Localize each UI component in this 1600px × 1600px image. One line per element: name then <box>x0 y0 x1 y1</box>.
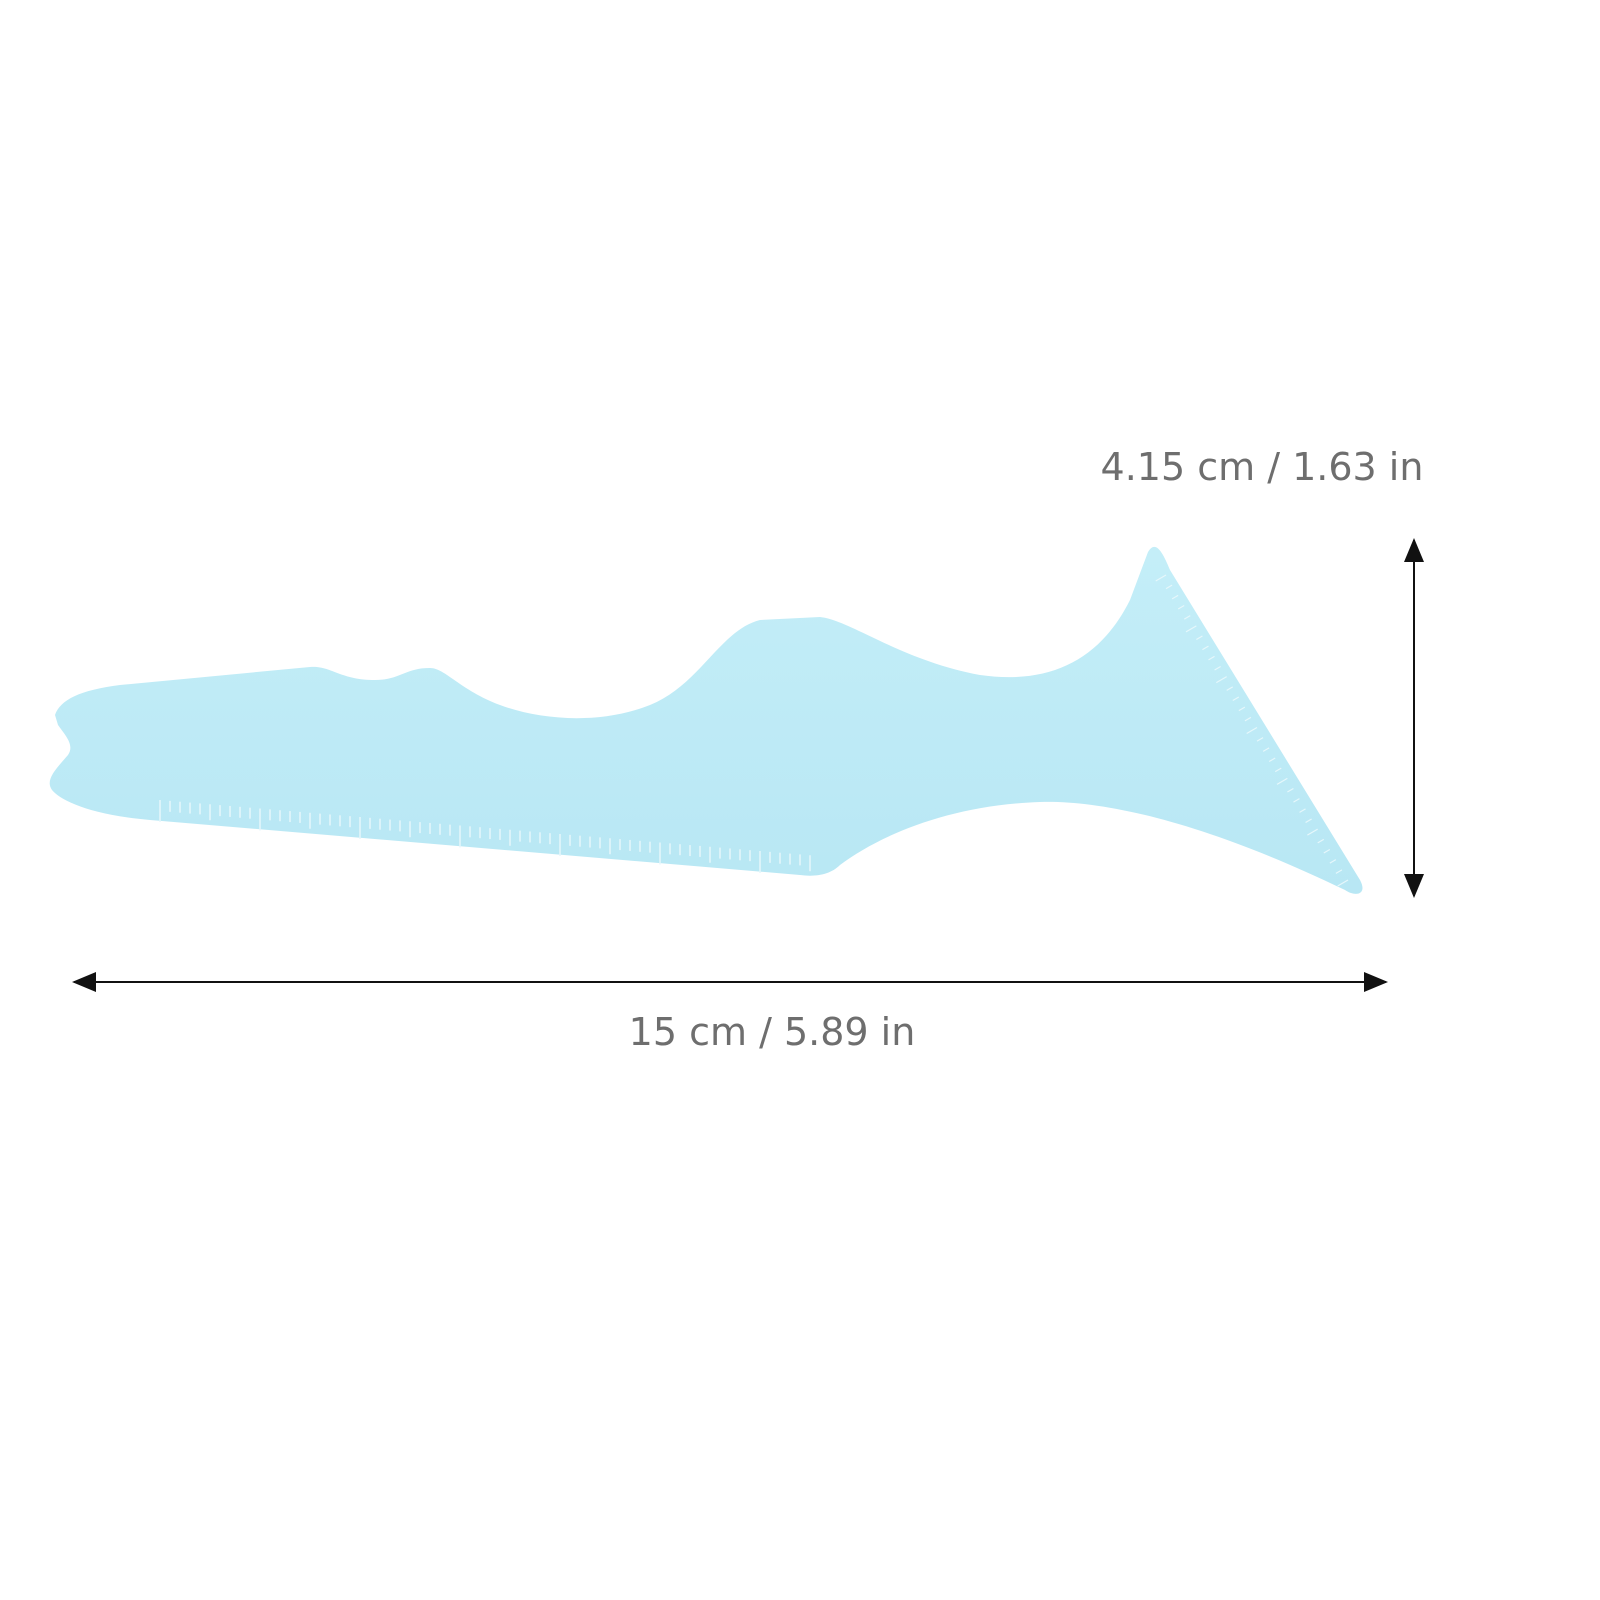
ruler-ticks <box>159 800 811 873</box>
ruler-tick <box>1299 808 1306 813</box>
ruler-tick <box>1155 574 1167 582</box>
width-label: 15 cm / 5.89 in <box>628 1010 916 1054</box>
ruler-tick <box>1323 848 1331 854</box>
height-label: 4.15 cm / 1.63 in <box>1100 445 1424 489</box>
ruler-tick <box>1274 767 1282 773</box>
ruler-tick <box>1183 615 1191 620</box>
ruler-tick <box>1196 635 1203 641</box>
ruler-tick <box>1329 859 1337 864</box>
ruler-tick <box>1287 787 1294 793</box>
ruler-tick <box>1276 777 1288 785</box>
ruler-tick <box>1307 828 1318 836</box>
ruler-tick <box>1244 716 1252 722</box>
stencil-ruler-shape <box>49 546 1363 894</box>
ruler-tick <box>1335 869 1343 874</box>
ruler-tick <box>1226 686 1234 691</box>
ruler-tick <box>1202 645 1209 651</box>
ruler-tick <box>1232 696 1240 702</box>
ruler-tick <box>1246 726 1258 735</box>
ruler-tick <box>1177 604 1185 610</box>
ruler-tick <box>1293 798 1300 803</box>
ruler-tick <box>1256 737 1264 742</box>
ruler-tick <box>1185 625 1197 633</box>
diagonal-ruler-ticks <box>1155 574 1349 887</box>
ruler-tick <box>1214 665 1221 671</box>
ruler-tick <box>1337 879 1349 887</box>
ruler-tick <box>1305 818 1312 824</box>
ruler-tick <box>1216 676 1227 684</box>
ruler-tick <box>1208 655 1215 661</box>
ruler-tick <box>1165 584 1173 590</box>
ruler-tick <box>1317 838 1325 844</box>
ruler-tick <box>1268 757 1276 763</box>
ruler-tick <box>1262 747 1270 752</box>
ruler-tick <box>1171 594 1179 600</box>
ruler-tick <box>1238 706 1246 712</box>
